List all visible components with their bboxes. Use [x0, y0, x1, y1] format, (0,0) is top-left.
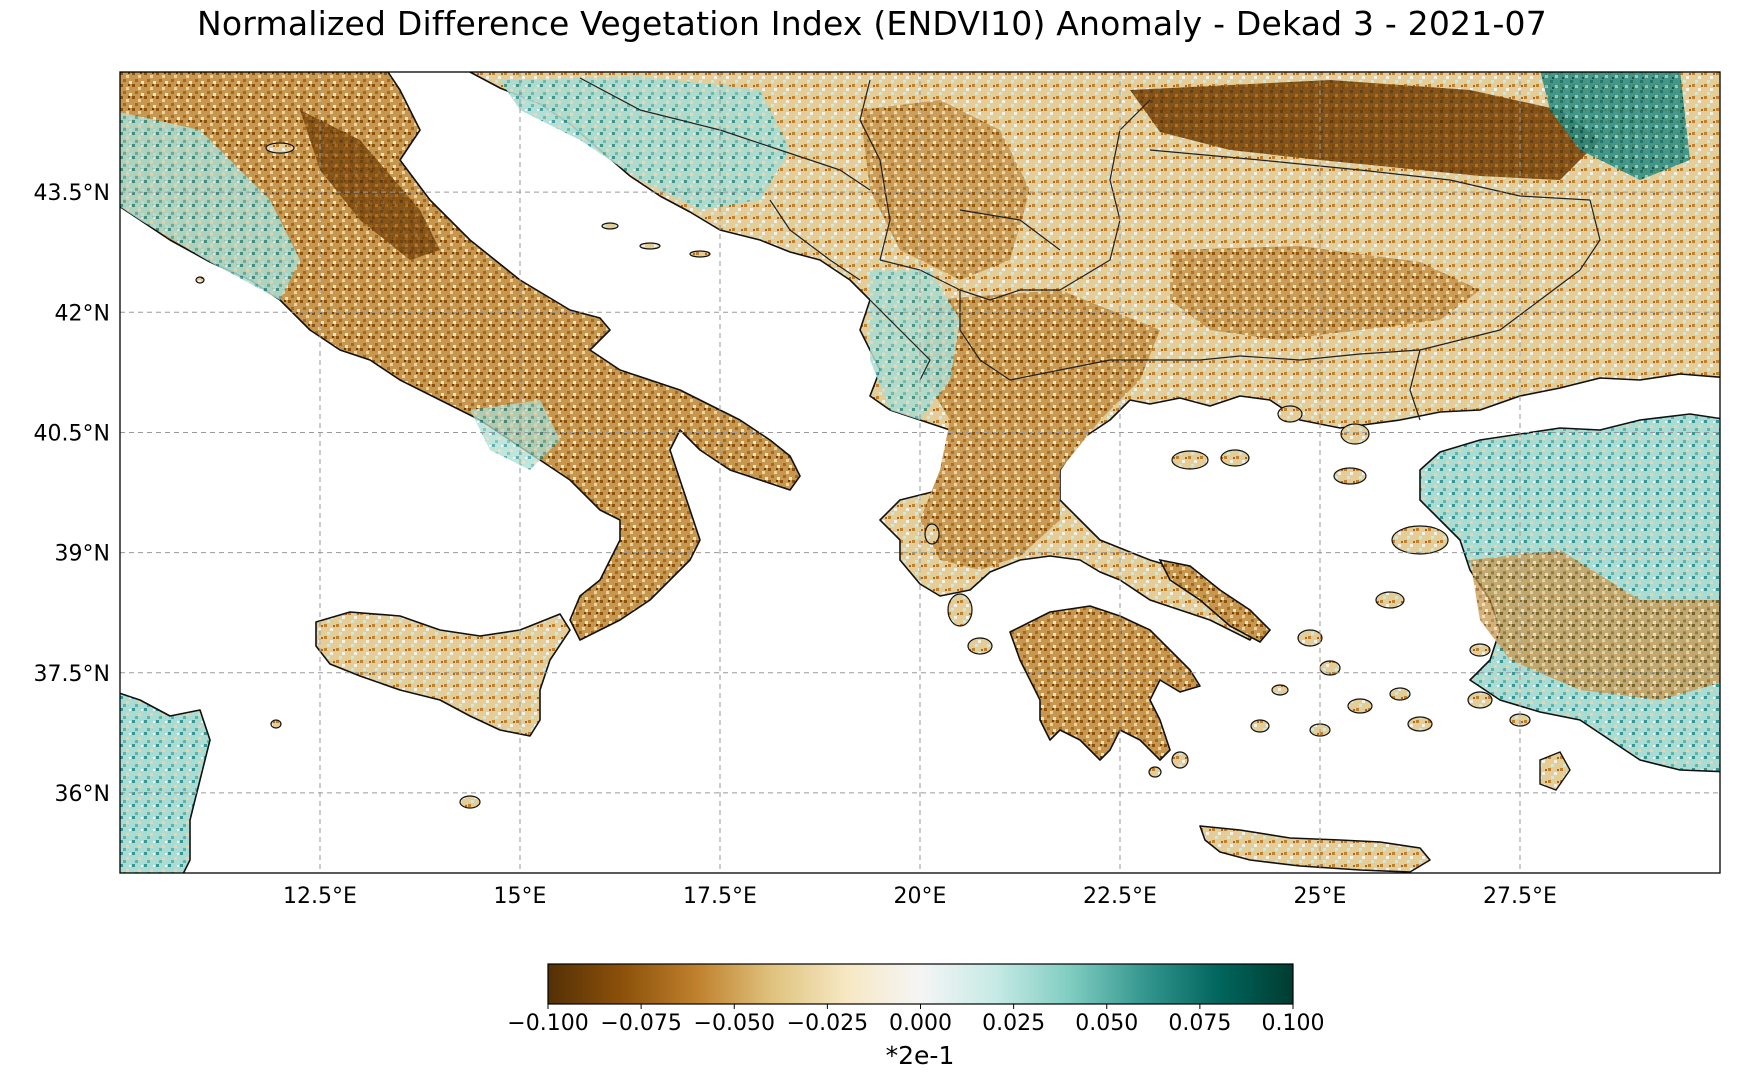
- colorbar-tick-label: 0.075: [1168, 1011, 1231, 1036]
- colorbar-tick-label: −0.100: [507, 1011, 588, 1036]
- region-crete: [1199, 825, 1431, 873]
- anomaly-patch-croatia-teal: [500, 76, 790, 210]
- region-sicily: [315, 611, 571, 737]
- anomaly-patch-north: [1130, 80, 1600, 180]
- colorbar-tick-label: −0.025: [787, 1011, 868, 1036]
- region-peloponnese: [1009, 605, 1201, 761]
- x-tick-label: 15°E: [494, 884, 547, 909]
- x-tick-label: 12.5°E: [283, 884, 357, 909]
- colorbar-ticks: −0.100 −0.075 −0.050 −0.025 0.000 0.025 0.050 0…: [507, 1004, 1324, 1036]
- anomaly-patch-turkey-brown: [1470, 550, 1720, 700]
- gridlines: [120, 72, 1720, 873]
- region-italy: [120, 72, 801, 641]
- region-sardinia: [120, 692, 211, 873]
- x-tick-label: 17.5°E: [683, 884, 757, 909]
- colorbar-gradient: [547, 963, 1294, 1005]
- anomaly-patch-italy-teal2: [470, 400, 560, 470]
- land-layer: [120, 72, 1720, 873]
- map-title: Normalized Difference Vegetation Index (…: [197, 4, 1547, 43]
- x-tick-label: 22.5°E: [1083, 884, 1157, 909]
- x-tick-label: 27.5°E: [1483, 884, 1557, 909]
- x-axis-labels: 12.5°E 15°E 17.5°E 20°E 22.5°E 25°E 27.5°E: [283, 884, 1557, 909]
- y-tick-label: 39°N: [55, 542, 110, 567]
- y-tick-label: 36°N: [55, 782, 110, 807]
- anomaly-patch-romania-teal: [1540, 72, 1690, 180]
- colorbar-tick-label: 0.050: [1075, 1011, 1138, 1036]
- colorbar: −0.100 −0.075 −0.050 −0.025 0.000 0.025 0.050 0…: [507, 963, 1324, 1070]
- y-tick-label: 40.5°N: [34, 421, 110, 446]
- y-tick-label: 37.5°N: [34, 662, 110, 687]
- x-tick-label: 25°E: [1294, 884, 1347, 909]
- country-borders: [579, 77, 1601, 421]
- anomaly-patch-italy-dark: [300, 110, 440, 260]
- colorbar-tick-label: 0.025: [982, 1011, 1045, 1036]
- anomaly-patch-serbia: [860, 100, 1030, 280]
- region-euboea: [1158, 558, 1272, 644]
- region-rhodes: [1539, 751, 1571, 791]
- y-tick-label: 43.5°N: [34, 181, 110, 206]
- y-tick-label: 42°N: [55, 301, 110, 326]
- colorbar-tick-label: −0.050: [694, 1011, 775, 1036]
- colorbar-tick-label: 0.000: [889, 1011, 952, 1036]
- colorbar-tick-label: 0.100: [1262, 1011, 1325, 1036]
- x-tick-label: 20°E: [894, 884, 947, 909]
- anomaly-patch-italy-teal: [120, 112, 300, 300]
- y-axis-labels: 43.5°N 42°N 40.5°N 39°N 37.5°N 36°N: [34, 181, 110, 807]
- colorbar-label: *2e-1: [886, 1041, 955, 1070]
- colorbar-tick-label: −0.075: [600, 1011, 681, 1036]
- map-frame: [119, 71, 1721, 874]
- anomaly-patch-bulgaria: [1170, 246, 1480, 340]
